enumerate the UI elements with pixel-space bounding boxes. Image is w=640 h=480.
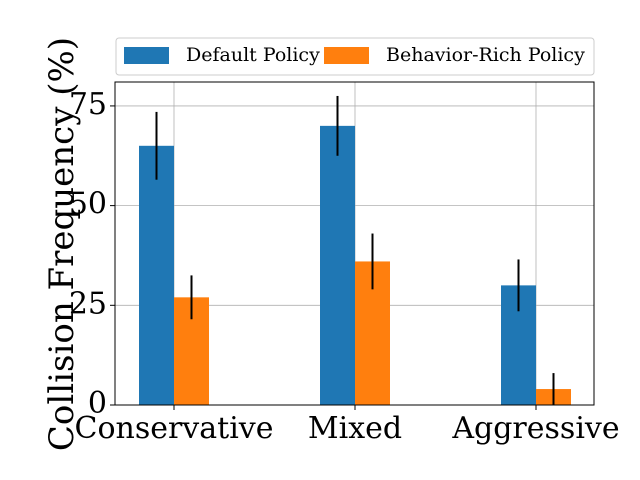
y-ticks-layer: 0 25 50 75	[69, 87, 115, 421]
y-tick-label: 25	[69, 286, 107, 321]
legend-swatch-default	[124, 47, 169, 64]
legend-label: Behavior-Rich Policy	[386, 44, 585, 66]
x-tick-label: Conservative	[74, 411, 273, 446]
bar-default-mixed	[320, 125, 355, 405]
y-tick-label: 0	[88, 386, 107, 421]
error-bars-layer	[155, 95, 555, 405]
y-axis-label: Collision Frequency (%)	[42, 37, 82, 451]
legend-swatch-behavior-rich	[324, 47, 369, 64]
x-ticks-layer: Conservative Mixed Aggressive	[74, 405, 620, 446]
bar-default-conservative	[139, 145, 174, 405]
legend-label: Default Policy	[186, 44, 320, 66]
x-tick-label: Aggressive	[451, 411, 619, 446]
x-tick-label: Mixed	[308, 411, 402, 446]
y-tick-label: 50	[69, 187, 107, 222]
bars-layer	[139, 125, 571, 405]
legend: Default Policy Behavior-Rich Policy	[115, 37, 595, 76]
y-tick-label: 75	[69, 87, 107, 122]
